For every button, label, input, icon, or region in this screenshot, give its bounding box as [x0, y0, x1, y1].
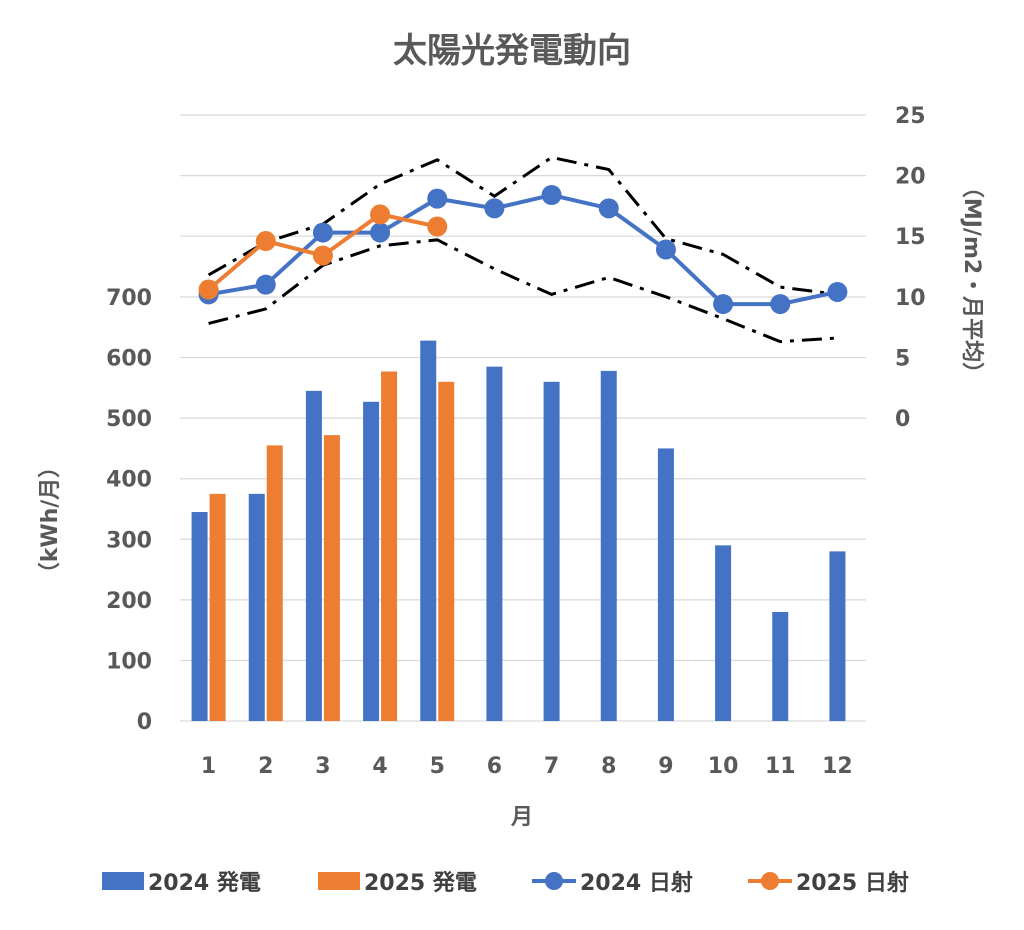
- left-tick-label: 0: [137, 710, 152, 735]
- point-2024: [370, 222, 391, 243]
- reference-line: [207, 155, 838, 296]
- x-tick-label: 7: [544, 754, 559, 779]
- right-tick-label: 20: [895, 165, 926, 190]
- legend-label: 2024 日射: [580, 870, 693, 896]
- point-2024: [598, 198, 619, 219]
- point-2025: [198, 279, 219, 300]
- bars: [191, 340, 846, 721]
- right-tick-label: 15: [895, 225, 926, 250]
- bar-2025: [323, 435, 340, 721]
- legend-label: 2025 日射: [796, 870, 909, 896]
- x-tick-label: 1: [201, 754, 216, 779]
- bar-2024: [715, 545, 732, 721]
- right-tick-label: 0: [895, 407, 910, 432]
- legend-swatch: [318, 872, 360, 890]
- x-tick-label: 10: [708, 754, 739, 779]
- point-2024: [312, 222, 333, 243]
- bar-2024: [248, 493, 265, 721]
- x-tick-label: 3: [315, 754, 330, 779]
- x-axis-ticks: 1 2 3 4 5 6 7 8 9 10 11 12: [201, 754, 853, 779]
- left-tick-label: 600: [106, 347, 152, 372]
- point-2024: [541, 184, 562, 205]
- x-tick-label: 6: [487, 754, 502, 779]
- right-tick-label: 25: [895, 104, 926, 129]
- legend-swatch-marker: [545, 872, 563, 890]
- x-tick-label: 8: [601, 754, 616, 779]
- left-axis-ticks: 0 100 200 300 400 500 600 700: [106, 286, 152, 735]
- bar-2024: [486, 366, 503, 721]
- bar-2025: [438, 381, 455, 721]
- point-2024: [713, 294, 734, 315]
- legend-label: 2024 発電: [148, 871, 261, 896]
- point-2024: [255, 274, 276, 295]
- x-tick-label: 11: [765, 754, 796, 779]
- bar-2024: [363, 401, 380, 721]
- left-tick-label: 700: [106, 286, 152, 311]
- legend-swatch-marker: [761, 872, 779, 890]
- bar-2024: [657, 448, 674, 721]
- x-axis-title: 月: [510, 805, 533, 830]
- bar-2024: [420, 340, 437, 721]
- x-tick-label: 12: [822, 754, 853, 779]
- bar-2024: [543, 381, 560, 721]
- x-tick-label: 4: [372, 754, 387, 779]
- right-axis-title: （MJ/m2・月平均）: [959, 176, 985, 384]
- left-tick-label: 300: [106, 528, 152, 553]
- reference-lines: [207, 155, 838, 344]
- right-axis-ticks: 0 5 10 15 20 25: [895, 104, 926, 432]
- legend: 2024 発電 2025 発電 2024 日射 2025 日射: [102, 870, 909, 896]
- right-tick-label: 5: [895, 346, 910, 371]
- point-2025: [370, 204, 391, 225]
- bar-2024: [600, 370, 617, 721]
- bar-2024: [305, 390, 322, 721]
- point-2025: [312, 245, 333, 266]
- x-tick-label: 5: [430, 754, 445, 779]
- bar-2025: [266, 445, 283, 721]
- reference-line: [208, 238, 838, 344]
- left-tick-label: 400: [106, 468, 152, 493]
- bar-2024: [829, 551, 846, 721]
- bar-2025: [381, 371, 398, 721]
- chart-title: 太陽光発電動向: [393, 31, 631, 71]
- left-tick-label: 100: [106, 649, 152, 674]
- bar-2024: [191, 512, 208, 721]
- left-axis-title: （kWh/月）: [38, 456, 63, 585]
- right-tick-label: 10: [895, 286, 926, 311]
- legend-swatch: [102, 872, 144, 890]
- point-2024: [427, 188, 448, 209]
- point-2024: [770, 294, 791, 315]
- bar-2024: [772, 611, 789, 721]
- left-tick-label: 500: [106, 407, 152, 432]
- legend-label: 2025 発電: [364, 871, 477, 896]
- bar-2025: [209, 493, 226, 721]
- point-2024: [655, 239, 676, 260]
- gridlines: [180, 114, 866, 722]
- point-2025: [255, 231, 276, 252]
- series-lines: [198, 184, 848, 315]
- point-2025: [427, 216, 448, 237]
- x-tick-label: 9: [658, 754, 673, 779]
- x-tick-label: 2: [258, 754, 273, 779]
- point-2024: [827, 281, 848, 302]
- left-tick-label: 200: [106, 589, 152, 614]
- point-2024: [484, 198, 505, 219]
